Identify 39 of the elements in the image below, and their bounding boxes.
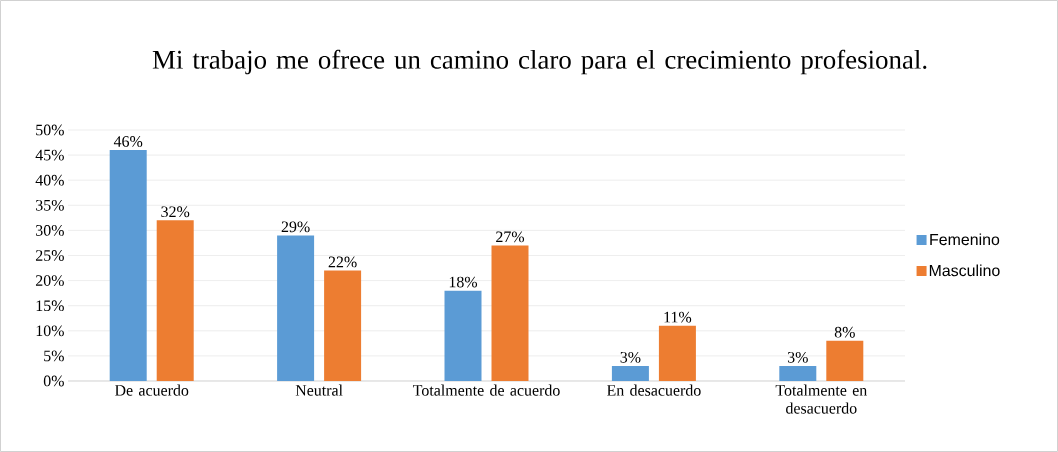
data-label: 46%	[113, 136, 143, 147]
y-tick-label: 15%	[36, 300, 64, 312]
bar	[779, 365, 817, 381]
data-label: 11%	[664, 311, 692, 323]
x-tick-label: Totalmente en desacuerdo	[775, 384, 867, 414]
y-tick-label: 35%	[36, 199, 64, 211]
x-tick-label: En desacuerdo	[607, 384, 701, 396]
y-tick-label: 10%	[36, 325, 64, 337]
bar	[611, 365, 649, 381]
chart-title: Mi trabajo me ofrece un camino claro para el crecimiento profesional.	[152, 49, 927, 75]
data-label: 18%	[449, 276, 478, 288]
y-tick-label: 30%	[36, 225, 64, 236]
y-tick-label: 45%	[35, 149, 64, 161]
bar	[658, 325, 696, 381]
bar	[491, 245, 529, 381]
y-tick-label: 40%	[35, 174, 64, 186]
bar	[826, 340, 864, 381]
y-tick-label: 20%	[35, 275, 64, 286]
legend-label: Femenino	[930, 233, 1000, 246]
bar	[156, 220, 194, 381]
x-tick-label: Totalmente de acuerdo	[412, 384, 560, 396]
data-label: 3%	[620, 351, 641, 363]
y-tick-label: 0%	[43, 375, 64, 387]
y-tick-label: 50%	[36, 124, 64, 136]
x-tick-label: De acuerdo	[114, 384, 189, 396]
y-tick-label: 25%	[35, 250, 64, 261]
data-label: 32%	[161, 206, 190, 218]
y-tick-label: 5%	[44, 350, 64, 362]
legend-label: Masculino	[929, 264, 1000, 277]
data-label: 8%	[834, 326, 855, 338]
bar	[324, 270, 362, 381]
data-label: 27%	[496, 231, 525, 243]
bar	[444, 290, 482, 381]
bar	[109, 150, 147, 381]
data-label: 29%	[281, 221, 310, 233]
x-tick-label: Neutral	[295, 384, 343, 396]
bar	[277, 235, 315, 381]
data-label: 3%	[787, 351, 808, 363]
data-label: 22%	[328, 256, 357, 268]
